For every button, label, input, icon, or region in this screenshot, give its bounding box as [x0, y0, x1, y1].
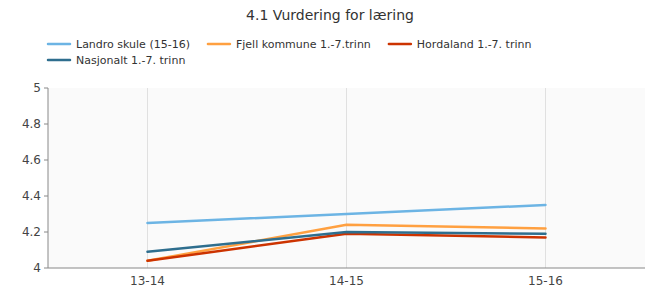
- y-tick-label: 4.2: [22, 225, 41, 239]
- x-tick-label: 13-14: [130, 274, 165, 288]
- legend-label: Hordaland 1.-7. trinn: [417, 38, 532, 51]
- grid-line: [147, 88, 148, 268]
- chart: 4.1 Vurdering for læring Landro skule (15…: [0, 0, 660, 300]
- legend-item: Landro skule (15-16): [48, 38, 190, 51]
- x-tick-label: 14-15: [329, 274, 364, 288]
- legend-swatch: [48, 43, 70, 46]
- legend: Landro skule (15-16) Fjell kommune 1.-7.t…: [48, 38, 531, 67]
- y-tick-label: 4.4: [22, 189, 41, 203]
- series-line: [148, 234, 546, 261]
- legend-label: Nasjonalt 1.-7. trinn: [76, 54, 185, 67]
- grid-line: [346, 88, 347, 268]
- x-axis: [48, 268, 645, 269]
- y-tick: [44, 232, 48, 233]
- legend-item: Nasjonalt 1.-7. trinn: [48, 54, 185, 67]
- grid-line: [545, 88, 546, 268]
- plot-area: [48, 88, 645, 268]
- x-tick-label: 15-16: [528, 274, 563, 288]
- y-tick: [44, 124, 48, 125]
- y-tick-label: 4.6: [22, 153, 41, 167]
- y-tick: [44, 160, 48, 161]
- legend-item: Fjell kommune 1.-7.trinn: [208, 38, 371, 51]
- series-line: [148, 232, 546, 252]
- legend-item: Hordaland 1.-7. trinn: [389, 38, 532, 51]
- legend-swatch: [48, 59, 70, 62]
- title: 4.1 Vurdering for læring: [246, 7, 414, 23]
- y-tick: [44, 88, 48, 89]
- y-tick-label: 5: [33, 81, 41, 95]
- legend-swatch: [389, 43, 411, 46]
- series-line: [148, 225, 546, 261]
- y-tick-label: 4: [33, 261, 41, 275]
- series-line: [148, 205, 546, 223]
- y-tick: [44, 268, 48, 269]
- legend-label: Fjell kommune 1.-7.trinn: [236, 38, 371, 51]
- legend-swatch: [208, 43, 230, 46]
- y-axis: [48, 88, 49, 268]
- y-tick-label: 4.8: [22, 117, 41, 131]
- y-tick: [44, 196, 48, 197]
- legend-label: Landro skule (15-16): [76, 38, 190, 51]
- series-group: [148, 205, 546, 261]
